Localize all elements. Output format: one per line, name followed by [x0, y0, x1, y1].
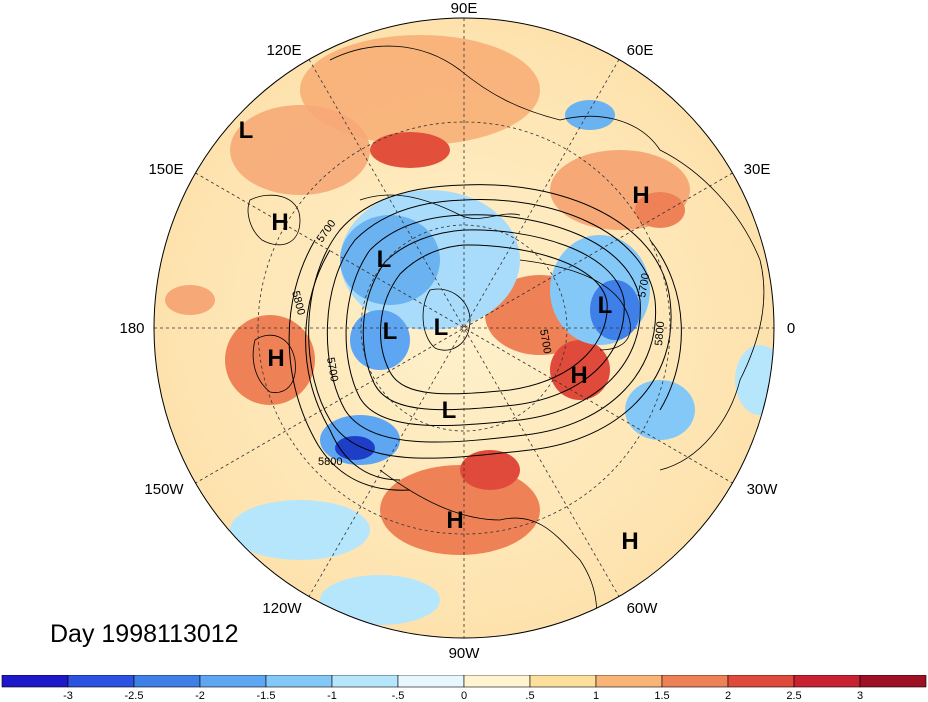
pressure-center-low: L [442, 397, 457, 424]
pressure-center-low: L [383, 318, 398, 345]
colorbar-tick-label: 2.5 [786, 690, 801, 702]
colorbar-swatch [859, 675, 927, 688]
colorbar-tick-label: 2 [725, 690, 731, 702]
day-title: Day 1998113012 [50, 620, 239, 648]
lon-label-120e: 120E [266, 42, 301, 59]
colorbar-swatch [265, 675, 333, 688]
pressure-center-high: H [271, 209, 288, 236]
colorbar-swatch [199, 675, 267, 688]
contour-label: 5800 [653, 321, 667, 346]
pressure-center-high: H [570, 362, 587, 389]
lon-label-60e: 60E [627, 42, 654, 59]
pressure-center-high: H [267, 345, 284, 372]
colorbar-swatch [331, 675, 399, 688]
colorbar-swatch [67, 675, 135, 688]
colorbar: -3 -2.5 -2 -1.5 -1 -.5 0 .5 1 1.5 2 2.5 3 [1, 675, 927, 702]
pressure-center-low: L [377, 246, 392, 273]
colorbar-swatch [529, 675, 597, 688]
pressure-center-high: H [632, 182, 649, 209]
pressure-center-low: L [434, 314, 449, 341]
colorbar-swatch [133, 675, 201, 688]
lon-label-90e: 90E [451, 0, 478, 17]
map-boundary [153, 17, 775, 639]
colorbar-swatch [397, 675, 465, 688]
lon-label-30e: 30E [744, 161, 771, 178]
colorbar-tick-label: 1 [593, 690, 599, 702]
lon-label-60w: 60W [627, 600, 659, 617]
colorbar-swatch [661, 675, 729, 688]
pressure-center-high: H [621, 528, 638, 555]
colorbar-tick-label: 1.5 [654, 690, 669, 702]
colorbar-swatch [793, 675, 861, 688]
lon-label-150e: 150E [148, 161, 183, 178]
lon-label-180: 180 [119, 320, 144, 337]
colorbar-tick-label: 3 [857, 690, 863, 702]
colorbar-tick-label: -2.5 [125, 690, 144, 702]
geopotential-contours [288, 184, 682, 491]
colorbar-tick-label: -1 [327, 690, 337, 702]
colorbar-tick-label: -2 [195, 690, 205, 702]
colorbar-boxes [1, 675, 927, 688]
colorbar-swatch [595, 675, 663, 688]
colorbar-tick-label: -1.5 [257, 690, 276, 702]
contour-label: 5800 [318, 456, 342, 468]
lon-label-30w: 30W [747, 481, 779, 498]
colorbar-ticks: -3 -2.5 -2 -1.5 -1 -.5 0 .5 1 1.5 2 2.5 3 [63, 690, 863, 702]
contour-label: 5700 [636, 272, 652, 298]
lon-label-90w: 90W [449, 645, 481, 662]
lon-label-150w: 150W [144, 481, 184, 498]
colorbar-tick-label: 0 [461, 690, 467, 702]
colorbar-tick-label: .5 [525, 690, 534, 702]
colorbar-swatch [1, 675, 69, 688]
colorbar-swatch [727, 675, 795, 688]
colorbar-tick-label: -3 [63, 690, 73, 702]
lon-label-120w: 120W [262, 600, 302, 617]
lon-label-0: 0 [787, 320, 795, 337]
pressure-center-low: L [598, 292, 613, 319]
colorbar-swatch [463, 675, 531, 688]
graticule [154, 18, 774, 638]
pressure-center-high: H [446, 507, 463, 534]
contour-label: 5700 [537, 328, 553, 354]
anomaly-field [154, 18, 774, 638]
colorbar-tick-label: -.5 [392, 690, 405, 702]
contour-label: 5700 [324, 356, 340, 382]
pressure-center-low: L [239, 117, 254, 144]
